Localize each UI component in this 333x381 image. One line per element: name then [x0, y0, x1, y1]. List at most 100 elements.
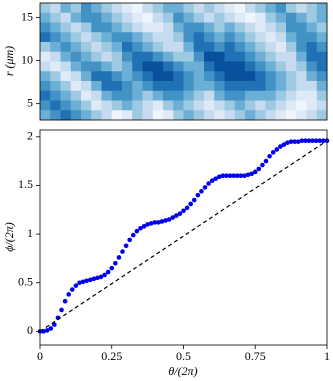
- heatmap-cell: [40, 71, 51, 82]
- data-point: [156, 220, 161, 225]
- data-point: [52, 322, 57, 327]
- heatmap-cell: [70, 100, 82, 111]
- data-point: [62, 298, 68, 304]
- heatmap-cell: [204, 71, 215, 82]
- heatmap-cell: [275, 100, 287, 111]
- heatmap-cell: [91, 42, 102, 53]
- heatmap-cell: [152, 32, 164, 43]
- heatmap-cell: [265, 81, 277, 92]
- heatmap-cell: [60, 3, 72, 14]
- heatmap-cell: [91, 32, 102, 43]
- data-point: [242, 173, 247, 179]
- heatmap-cell: [265, 12, 277, 23]
- heatmap-cell: [255, 61, 266, 72]
- heatmap-cell: [142, 100, 154, 111]
- data-point: [285, 140, 290, 145]
- heatmap-cell: [173, 32, 184, 43]
- heatmap-cell: [224, 22, 236, 33]
- heatmap-cell: [91, 61, 102, 72]
- heatmap-cell: [224, 100, 236, 111]
- data-point: [170, 215, 176, 220]
- heatmap-cell: [234, 100, 246, 111]
- heatmap-cell: [265, 3, 277, 14]
- heatmap-cell: [316, 51, 328, 62]
- heatmap-cell: [214, 100, 225, 111]
- data-point: [238, 173, 244, 179]
- heatmap-cell: [132, 100, 143, 111]
- heatmap-cell: [81, 51, 92, 62]
- heatmap-cell: [111, 42, 123, 53]
- heatmap-cell: [163, 100, 174, 111]
- heatmap-cell: [132, 51, 143, 62]
- data-point: [123, 243, 129, 249]
- data-point: [252, 169, 258, 175]
- data-point: [177, 211, 183, 216]
- heatmap-cell: [275, 32, 287, 43]
- heatmap-cell: [111, 22, 123, 33]
- heatmap-cell: [265, 110, 277, 121]
- data-point: [87, 277, 93, 283]
- heatmap-cell: [70, 90, 82, 101]
- heatmap-cell: [316, 71, 328, 82]
- data-point: [116, 255, 122, 260]
- heatmap-cell: [101, 81, 113, 92]
- data-point: [80, 279, 86, 285]
- heatmap-cell: [111, 32, 123, 43]
- heatmap-cell: [306, 32, 318, 43]
- heatmap-cell: [234, 110, 246, 121]
- heatmap-cell: [316, 90, 328, 101]
- heatmap-cell: [296, 32, 307, 43]
- heatmap-cell: [214, 42, 225, 53]
- heatmap-cell: [50, 71, 61, 82]
- heatmap-cell: [122, 81, 133, 92]
- data-point: [249, 171, 254, 177]
- heatmap-cell: [183, 90, 195, 101]
- data-point: [199, 188, 204, 194]
- data-point: [84, 278, 89, 284]
- data-point: [281, 142, 287, 147]
- data-point: [217, 174, 222, 179]
- heatmap-cell: [142, 42, 154, 53]
- heatmap-cell: [306, 42, 318, 53]
- heatmap-cell: [101, 90, 113, 101]
- heatmap-cell: [296, 3, 307, 14]
- heatmap-cell: [193, 42, 205, 53]
- data-point: [299, 138, 305, 144]
- heatmap-cell: [70, 42, 82, 53]
- heatmap-cell: [111, 100, 123, 111]
- heatmap-cell: [163, 90, 174, 101]
- heatmap-cell: [286, 12, 297, 23]
- heatmap-cell: [101, 51, 113, 62]
- heatmap-cell: [50, 12, 61, 23]
- heatmap-cell: [306, 51, 318, 62]
- data-point: [231, 173, 237, 179]
- heatmap-cell: [204, 61, 215, 72]
- heatmap-cell: [81, 12, 92, 23]
- heatmap-cell: [234, 42, 246, 53]
- heatmap-cell: [275, 71, 287, 82]
- heatmap-cell: [142, 90, 154, 101]
- heatmap-cell: [286, 3, 297, 14]
- heatmap-cell: [122, 3, 133, 14]
- data-point: [317, 138, 323, 144]
- data-point: [66, 292, 71, 297]
- data-point: [145, 222, 150, 227]
- data-point: [181, 208, 186, 214]
- heatmap-cell: [152, 61, 164, 72]
- heatmap-cell: [193, 61, 205, 72]
- heatmap-cell: [265, 32, 277, 43]
- heatmap-cell: [60, 22, 72, 33]
- heatmap-cell: [265, 90, 277, 101]
- heatmap-cell: [111, 3, 123, 14]
- heatmap-cell: [204, 90, 215, 101]
- heatmap-cell: [183, 3, 195, 14]
- x-axis-label: θ/(2π): [168, 364, 197, 378]
- heatmap-cell: [296, 61, 307, 72]
- heatmap-cell: [234, 32, 246, 43]
- heatmap-cell: [265, 71, 277, 82]
- data-point: [206, 181, 211, 186]
- heatmap-cell: [142, 22, 154, 33]
- heatmap-cell: [101, 100, 113, 111]
- data-point: [59, 307, 64, 313]
- heatmap-cell: [265, 100, 277, 111]
